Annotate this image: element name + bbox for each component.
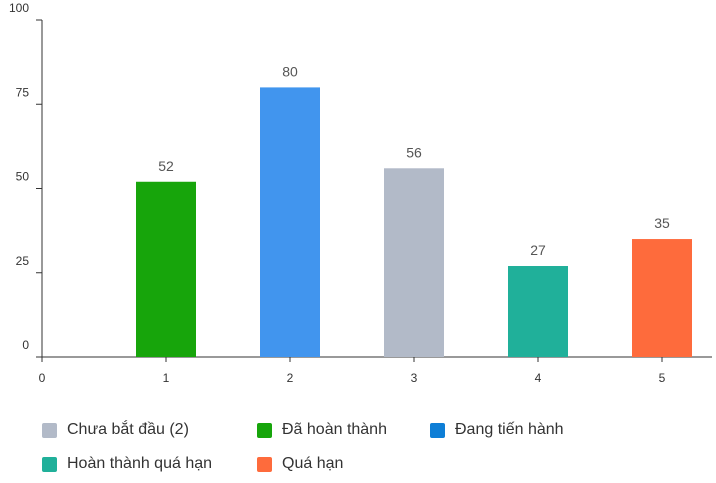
legend-swatch [430, 422, 445, 438]
bar-4 [508, 266, 568, 357]
bars-group [136, 87, 692, 358]
legend-label: Hoàn thành quá hạn [67, 455, 213, 472]
data-labels-group: 52 80 56 27 35 [158, 63, 670, 258]
legend-item[interactable]: Hoàn thành quá hạn [42, 452, 212, 476]
legend-item[interactable]: Đang tiến hành [430, 418, 564, 442]
legend-swatch [42, 456, 57, 472]
bar-3 [384, 168, 444, 357]
legend-swatch [257, 456, 272, 472]
bar-5 [632, 239, 692, 357]
y-tick-label: 75 [16, 85, 30, 99]
legend-swatch [42, 422, 57, 438]
legend-label: Quá hạn [282, 455, 344, 472]
y-tick-label: 50 [16, 170, 30, 184]
y-tick-label: 0 [22, 338, 29, 352]
x-tick-label: 4 [535, 371, 542, 385]
bar-2 [260, 87, 320, 358]
data-label-2: 80 [282, 63, 298, 79]
x-tick-label: 2 [287, 371, 294, 385]
x-tick-label: 1 [163, 371, 170, 385]
data-label-3: 56 [406, 144, 422, 160]
y-tick-label: 25 [16, 254, 30, 268]
legend-swatch [257, 422, 272, 438]
bar-1 [136, 181, 196, 357]
legend-label: Đã hoàn thành [282, 421, 387, 438]
x-tick-label: 5 [659, 371, 666, 385]
legend-item[interactable]: Đã hoàn thành [257, 418, 387, 442]
x-axis-ticks: 0 1 2 3 4 5 [39, 357, 666, 385]
legend-item[interactable]: Quá hạn [257, 452, 343, 476]
y-axis-ticks: 0 25 50 75 100 [9, 1, 42, 358]
data-label-1: 52 [158, 158, 174, 174]
legend-label: Đang tiến hành [455, 421, 564, 438]
x-tick-label: 0 [39, 371, 46, 385]
data-label-5: 35 [654, 215, 670, 231]
x-tick-label: 3 [411, 371, 418, 385]
y-tick-label: 100 [9, 1, 29, 15]
data-label-4: 27 [530, 242, 546, 258]
legend-label: Chưa bắt đầu (2) [67, 421, 189, 438]
legend-item[interactable]: Chưa bắt đầu (2) [42, 418, 189, 442]
